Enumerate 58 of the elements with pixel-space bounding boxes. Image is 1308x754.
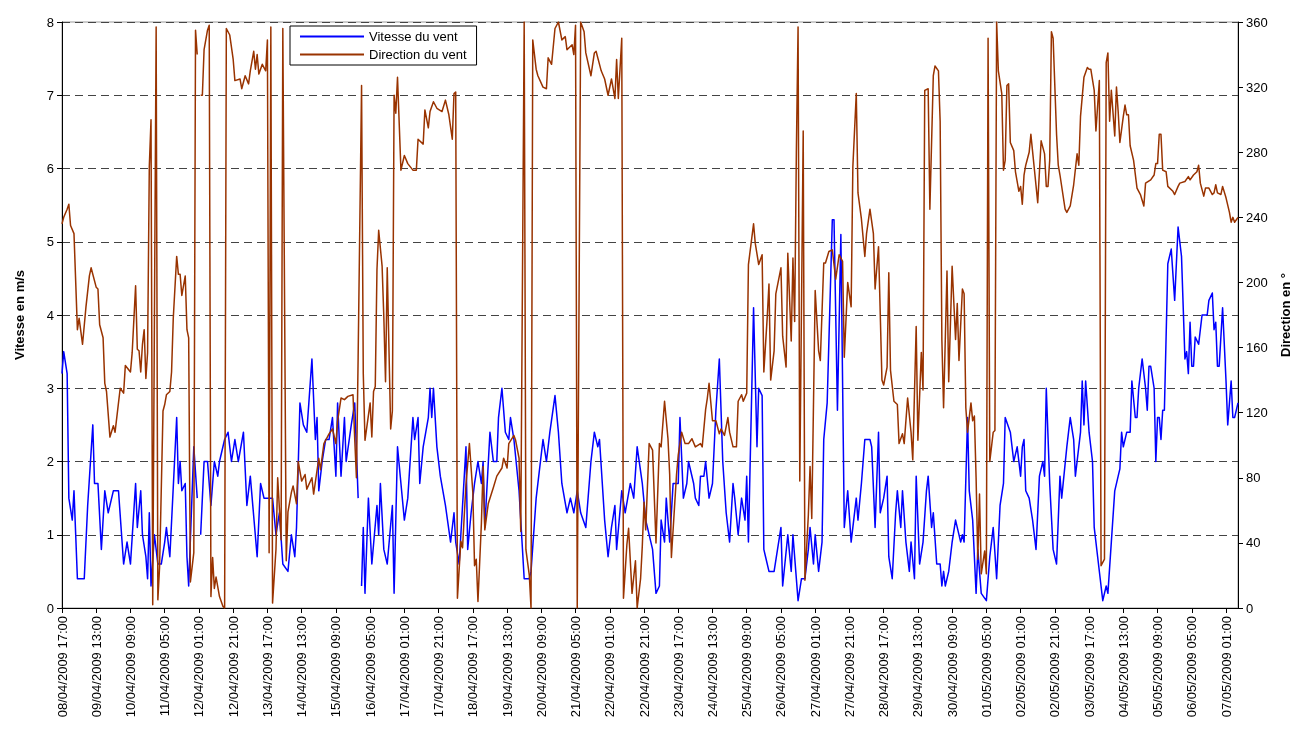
- x-tick-label: 17/04/2009 21:00: [431, 616, 447, 718]
- legend-label: Vitesse du vent: [369, 29, 459, 44]
- x-tick-label: 25/04/2009 09:00: [739, 616, 755, 718]
- x-tick-label: 13/04/2009 17:00: [259, 616, 275, 718]
- x-tick-label: 04/05/2009 13:00: [1115, 616, 1131, 718]
- x-tick-label: 06/05/2009 05:00: [1184, 616, 1200, 718]
- y-tick-label: 5: [46, 234, 54, 250]
- x-tick-label: 23/04/2009 17:00: [670, 616, 686, 718]
- x-tick-label: 08/04/2009 17:00: [54, 616, 70, 718]
- x-tick-label: 09/04/2009 13:00: [88, 616, 104, 718]
- x-tick-label: 28/04/2009 17:00: [876, 616, 892, 718]
- y-tick-label: 2: [46, 454, 54, 469]
- y2-tick-label: 120: [1246, 405, 1268, 421]
- x-tick-label: 22/04/2009 21:00: [636, 616, 652, 718]
- y2-tick-label: 200: [1246, 274, 1268, 290]
- x-tick-label: 07/05/2009 01:00: [1218, 616, 1234, 718]
- x-tick-label: 29/04/2009 13:00: [910, 616, 926, 718]
- legend-label: Direction du vent: [369, 47, 467, 62]
- x-tick-label: 30/04/2009 09:00: [944, 616, 960, 718]
- y-tick-label: 1: [46, 527, 54, 543]
- y2-tick-label: 80: [1246, 470, 1261, 486]
- y2-tick-label: 40: [1246, 535, 1261, 551]
- x-tick-label: 19/04/2009 13:00: [499, 616, 515, 718]
- y-tick-label: 4: [46, 307, 54, 323]
- x-tick-label: 21/04/2009 05:00: [568, 616, 584, 718]
- x-tick-label: 12/04/2009 21:00: [225, 616, 241, 718]
- y2-tick-label: 240: [1246, 209, 1268, 225]
- x-tick-label: 26/04/2009 05:00: [773, 616, 789, 718]
- y-tick-label: 8: [46, 14, 54, 30]
- x-tick-label: 02/05/2009 01:00: [1013, 616, 1029, 718]
- y-tick-label: 7: [46, 87, 54, 103]
- x-tick-label: 27/04/2009 01:00: [807, 616, 823, 718]
- x-tick-label: 11/04/2009 05:00: [157, 616, 173, 717]
- y2-tick-label: 280: [1246, 144, 1268, 160]
- y-tick-label: 6: [46, 161, 54, 176]
- x-tick-label: 20/04/2009 09:00: [533, 616, 549, 718]
- y-axis-title: Vitesse en m/s: [12, 269, 27, 361]
- x-tick-label: 16/04/2009 05:00: [362, 616, 378, 718]
- y2-tick-label: 160: [1246, 340, 1268, 356]
- x-tick-label: 17/04/2009 01:00: [396, 616, 412, 718]
- y2-tick-label: 360: [1246, 14, 1268, 30]
- x-tick-label: 15/04/2009 09:00: [328, 616, 344, 718]
- x-tick-label: 24/04/2009 13:00: [704, 616, 720, 718]
- x-tick-label: 14/04/2009 13:00: [294, 616, 310, 718]
- x-tick-label: 02/05/2009 21:00: [1047, 616, 1063, 718]
- y-tick-label: 3: [46, 380, 54, 396]
- x-tick-label: 05/05/2009 09:00: [1150, 616, 1166, 718]
- x-tick-label: 10/04/2009 09:00: [122, 616, 138, 718]
- x-tick-label: 27/04/2009 21:00: [841, 616, 857, 718]
- y-tick-label: 0: [46, 600, 54, 616]
- y2-tick-label: 320: [1246, 79, 1268, 95]
- x-tick-label: 03/05/2009 17:00: [1081, 616, 1097, 718]
- x-tick-label: 12/04/2009 01:00: [191, 616, 207, 718]
- y2-tick-label: 0: [1246, 600, 1254, 616]
- x-tick-label: 01/05/2009 05:00: [978, 616, 994, 718]
- y2-axis-title: Direction en °: [1277, 273, 1293, 357]
- x-tick-label: 22/04/2009 01:00: [602, 616, 618, 718]
- x-tick-label: 18/04/2009 17:00: [465, 616, 481, 718]
